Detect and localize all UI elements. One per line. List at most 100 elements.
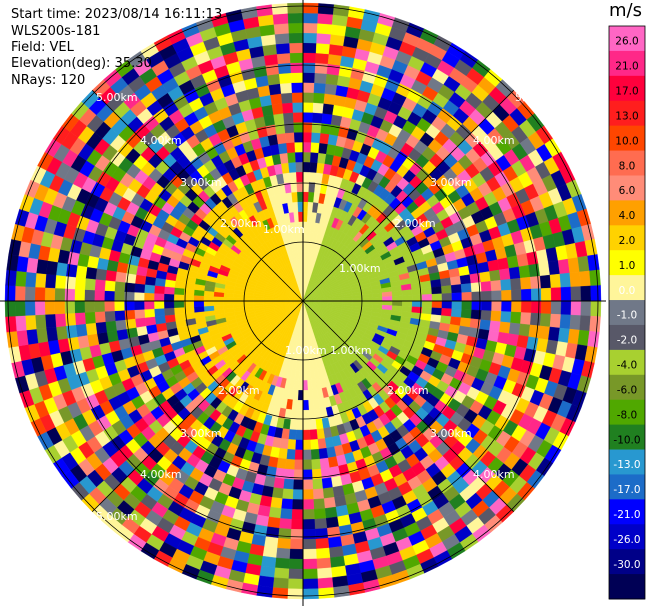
velocity-cell (288, 558, 304, 570)
velocity-cell (308, 399, 315, 411)
velocity-cell (461, 291, 473, 302)
velocity-cell (312, 478, 323, 490)
velocity-cell (288, 161, 297, 173)
velocity-cell (324, 83, 338, 96)
velocity-cell (518, 323, 531, 337)
velocity-cell (64, 288, 76, 302)
velocity-cell (213, 304, 225, 311)
velocity-cell (511, 300, 522, 313)
velocity-cell (144, 316, 157, 327)
range-ring-label: 4.00km (473, 468, 515, 481)
velocity-cell (319, 457, 330, 470)
velocity-cell (114, 300, 125, 312)
velocity-cell (104, 300, 115, 312)
velocity-cell (302, 92, 315, 103)
velocity-cell (550, 300, 562, 315)
velocity-cell (290, 62, 304, 74)
velocity-cell (74, 276, 86, 290)
velocity-cell (441, 285, 452, 294)
velocity-cell (203, 295, 214, 302)
velocity-cell (520, 276, 532, 290)
range-ring-label: 3.00km (430, 427, 472, 440)
velocity-cell (332, 4, 350, 17)
velocity-cell (262, 546, 278, 559)
colorbar-tick-label: 0.0 (619, 285, 636, 297)
colorbar-tick-label: -17.0 (613, 484, 640, 496)
velocity-cell (44, 313, 57, 329)
velocity-cell (508, 266, 521, 280)
velocity-cell (480, 310, 492, 321)
colorbar-tick-label: 26.0 (615, 36, 638, 48)
velocity-cell (134, 317, 147, 328)
velocity-cell (328, 546, 344, 559)
velocity-cell (173, 307, 185, 315)
range-ring-label: 1.00km (339, 262, 381, 275)
velocity-cell (315, 52, 330, 65)
velocity-cell (302, 72, 316, 83)
velocity-cell (480, 281, 492, 292)
velocity-cell (54, 313, 67, 328)
velocity-cell (579, 315, 591, 332)
velocity-cell (276, 52, 291, 65)
velocity-cell (441, 300, 453, 309)
velocity-cell (267, 73, 281, 86)
velocity-cell (440, 277, 452, 287)
velocity-cell (144, 308, 156, 318)
velocity-cell (315, 42, 331, 55)
velocity-cell (75, 265, 88, 279)
velocity-cell (318, 447, 329, 460)
velocity-cell (4, 300, 16, 317)
colorbar-tick-label: 8.0 (619, 160, 636, 172)
range-ring-label: 2.00km (394, 217, 436, 230)
colorbar-swatch (609, 200, 645, 226)
colorbar-swatch (609, 474, 645, 500)
colorbar-tick-label: -10.0 (613, 434, 640, 446)
colorbar-swatch (609, 125, 645, 152)
velocity-cell (292, 201, 299, 213)
velocity-cell (421, 287, 433, 295)
velocity-cell (270, 93, 283, 105)
velocity-cell (549, 313, 562, 329)
colorbar-swatch (609, 150, 645, 176)
velocity-cell (293, 211, 300, 223)
velocity-cell (560, 286, 572, 302)
velocity-cell (302, 360, 307, 371)
velocity-cell (279, 508, 293, 520)
velocity-cell (273, 23, 290, 35)
velocity-cell (569, 314, 581, 331)
velocity-cell (302, 558, 318, 570)
colorbar-swatch (609, 275, 645, 301)
velocity-cell (84, 277, 96, 291)
range-ring-label: 3.00km (430, 176, 472, 189)
velocity-cell (297, 201, 304, 212)
velocity-cell (312, 488, 324, 500)
velocity-cell (316, 428, 325, 440)
colorbar-swatch (609, 75, 645, 102)
velocity-cell (311, 458, 321, 470)
velocity-cell (302, 528, 316, 540)
velocity-cell (296, 419, 304, 431)
velocity-cell (530, 300, 542, 314)
velocity-cell (286, 142, 296, 154)
velocity-cell (65, 324, 78, 339)
velocity-cell (431, 286, 443, 295)
velocity-cell (322, 103, 335, 115)
range-ring-label: 3.00km (180, 427, 222, 440)
colorbar-swatch (609, 449, 645, 475)
velocity-cell (518, 265, 531, 279)
velocity-cell (302, 82, 315, 93)
velocity-cell (500, 311, 512, 323)
colorbar-tick-label: -4.0 (617, 360, 638, 372)
velocity-cell (289, 42, 304, 54)
velocity-cell (302, 548, 317, 560)
velocity-cell (94, 300, 105, 313)
velocity-cell (15, 270, 27, 287)
velocity-cell (520, 312, 532, 326)
velocity-cell (94, 279, 106, 291)
velocity-cell (278, 518, 292, 530)
velocity-cell (460, 309, 472, 319)
velocity-cell (281, 162, 290, 174)
range-ring-label: 1.00km (330, 344, 372, 357)
velocity-cell (271, 587, 289, 599)
velocity-cell (302, 32, 318, 44)
